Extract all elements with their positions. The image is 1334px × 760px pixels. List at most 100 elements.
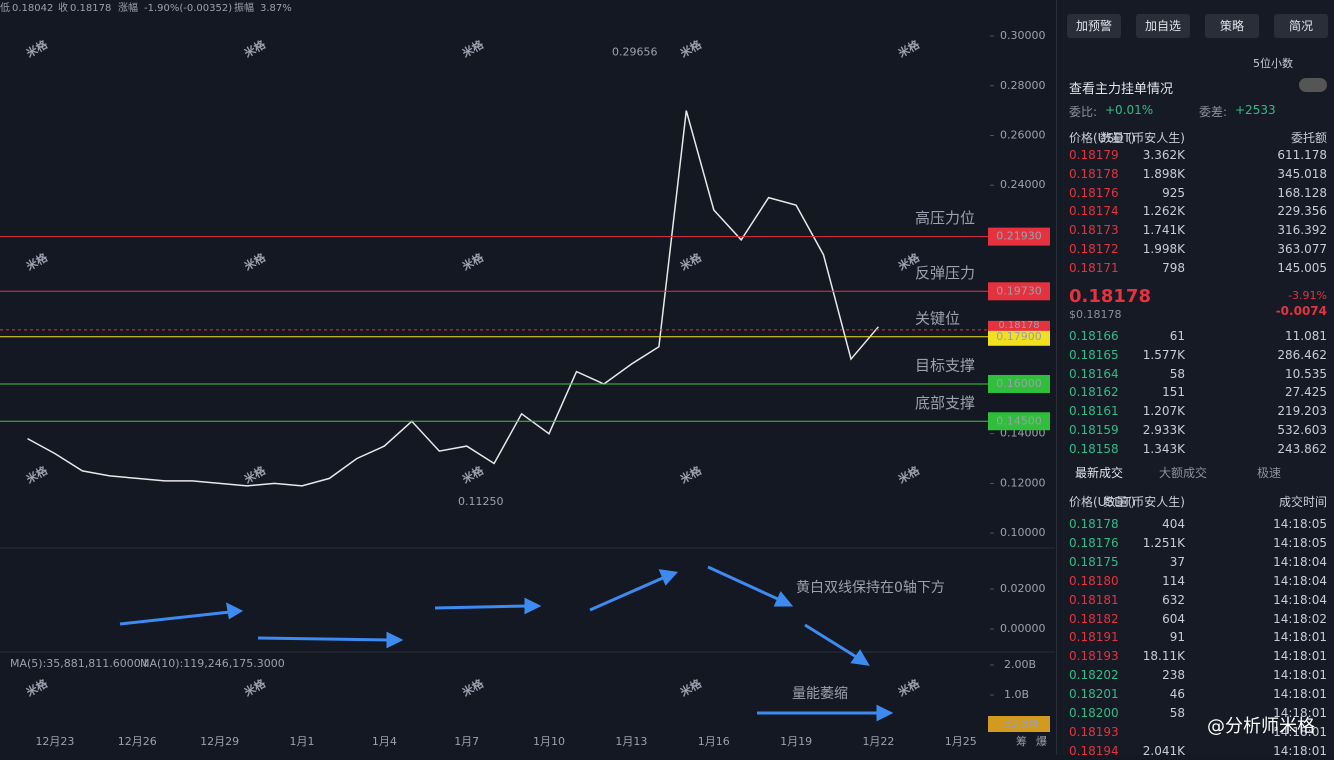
order-cell: 0.18174 bbox=[1069, 204, 1119, 219]
header-cell: 成交时间 bbox=[1278, 495, 1327, 509]
level-name: 反弹压力 bbox=[915, 264, 975, 282]
header-text: 0.18042 bbox=[12, 3, 53, 14]
order-row: 0.18176 925 168.128 bbox=[1057, 184, 1334, 202]
order-cell: 0.18179 bbox=[1069, 148, 1119, 162]
trade-cell: 0.18201 bbox=[1069, 687, 1119, 702]
level-tag bbox=[988, 227, 1050, 246]
order-cell: 0.18162 bbox=[1069, 385, 1119, 400]
order-cell: 58 bbox=[1169, 366, 1185, 381]
trade-cell: 0.18193 bbox=[1069, 724, 1119, 739]
trade-cell: 2.041K bbox=[1142, 743, 1185, 758]
diff: +2533 bbox=[1235, 103, 1276, 117]
x-tick-label: 1月19 bbox=[780, 735, 812, 748]
level-tag bbox=[988, 282, 1050, 301]
order-row: 0.18171 798 145.005 bbox=[1057, 259, 1334, 277]
mid-change: -0.0074 bbox=[1275, 304, 1327, 318]
arrows bbox=[119, 565, 894, 722]
level-value: 0.21930 bbox=[996, 230, 1042, 243]
trade-cell: 632 bbox=[1162, 592, 1185, 607]
order-cell: 316.392 bbox=[1277, 223, 1327, 238]
trade-cell: 0.18194 bbox=[1069, 743, 1119, 758]
volume-note: 量能萎缩 bbox=[792, 686, 848, 702]
trade-row: 0.18176 1.251K 14:18:05 bbox=[1057, 534, 1334, 552]
order-row: 0.18172 1.998K 363.077 bbox=[1057, 240, 1334, 258]
signature: @分析师米格 bbox=[1207, 716, 1315, 737]
order-cell: 151 bbox=[1162, 385, 1185, 400]
trade-cell: 91 bbox=[1169, 630, 1185, 645]
trade-cell: 0.18180 bbox=[1069, 573, 1119, 588]
y-tick-label: 0.26000 bbox=[1000, 128, 1046, 141]
y-tick-label: 0.12000 bbox=[1000, 476, 1046, 489]
header-text: 涨幅 bbox=[118, 1, 138, 14]
trade-cell: 604 bbox=[1162, 611, 1185, 626]
trade-row: 0.18191 91 14:18:01 bbox=[1057, 628, 1334, 646]
button[interactable]: 加预警 bbox=[1067, 14, 1121, 38]
trade-cell: 0.18200 bbox=[1069, 706, 1119, 720]
trade-row: 0.18181 632 14:18:04 bbox=[1057, 591, 1334, 609]
order-cell: 243.862 bbox=[1277, 441, 1327, 456]
order-cell: 1.741K bbox=[1142, 223, 1185, 238]
trade-cell: 14:18:01 bbox=[1273, 743, 1327, 758]
header-text: 振幅 bbox=[234, 1, 254, 14]
volume-current: 32.8M bbox=[1004, 717, 1038, 730]
level-tag bbox=[988, 327, 1050, 346]
order-cell: 3.362K bbox=[1142, 148, 1185, 162]
header-text: 低 bbox=[0, 1, 10, 14]
x-tick-label: 12月29 bbox=[200, 735, 239, 748]
order-cell: 1.898K bbox=[1142, 166, 1185, 181]
order-cell: 0.18176 bbox=[1069, 185, 1119, 200]
order-cell: 0.18173 bbox=[1069, 223, 1119, 238]
trade-cell: 14:18:01 bbox=[1273, 706, 1327, 720]
level-value: 0.14500 bbox=[996, 414, 1042, 427]
order-cell: 286.462 bbox=[1277, 347, 1327, 362]
trade-cell: 46 bbox=[1169, 687, 1185, 702]
mid-usd: $0.18178 bbox=[1069, 308, 1122, 321]
trade-row: 0.18202 238 14:18:01 bbox=[1057, 666, 1334, 684]
low-label: 0.11250 bbox=[458, 495, 504, 508]
trade-row: 0.18178 404 14:18:05 bbox=[1057, 515, 1334, 533]
x-tick-label: 12月23 bbox=[35, 735, 74, 748]
trade-cell: 14:18:04 bbox=[1273, 573, 1327, 588]
trade-cell: 0.18193 bbox=[1069, 649, 1119, 664]
x-tick-label: 12月26 bbox=[118, 735, 157, 748]
order-cell: 0.18164 bbox=[1069, 366, 1119, 381]
x-tick-label: 1月10 bbox=[533, 735, 565, 748]
order-row: 0.18158 1.343K 243.862 bbox=[1057, 440, 1334, 458]
order-cell: 0.18171 bbox=[1069, 260, 1119, 275]
volume-ma5: MA(5):35,881,811.6000↓ bbox=[10, 657, 150, 670]
button[interactable]: 简况 bbox=[1274, 14, 1328, 38]
precision: 5位小数 bbox=[1253, 57, 1293, 70]
order-cell: 61 bbox=[1169, 329, 1185, 343]
macd-tick-label: 0.00000 bbox=[1000, 622, 1046, 635]
x-tick-label: 1月4 bbox=[372, 735, 397, 748]
volume-tick-label: 2.00B bbox=[1004, 658, 1036, 671]
last-price-tag bbox=[988, 320, 1050, 331]
trade-cell: 18.11K bbox=[1142, 649, 1185, 664]
trade-row: 0.18180 114 14:18:04 bbox=[1057, 572, 1334, 590]
level-tag bbox=[988, 374, 1050, 393]
x-tick-label: 1月1 bbox=[290, 735, 315, 748]
order-row: 0.18179 3.362K 611.178 bbox=[1057, 146, 1334, 164]
order-cell: 0.18166 bbox=[1069, 329, 1119, 343]
x-tick-label: 1月13 bbox=[615, 735, 647, 748]
trade-cell: 14:18:05 bbox=[1273, 535, 1327, 550]
level-value: 0.16000 bbox=[996, 377, 1042, 390]
trade-cell: 0.18181 bbox=[1069, 592, 1119, 607]
trade-cell: 1.251K bbox=[1142, 535, 1185, 550]
trade-cell: 58 bbox=[1169, 706, 1185, 720]
trade-cell: 0.18191 bbox=[1069, 630, 1119, 645]
level-tag bbox=[988, 412, 1050, 431]
chart-bg bbox=[0, 0, 1055, 755]
trade-row: 0.18194 2.041K 14:18:01 bbox=[1057, 742, 1334, 760]
footer-liquidation: 爆 bbox=[1036, 734, 1047, 748]
order-cell: 1.998K bbox=[1142, 242, 1185, 256]
button[interactable]: 策略 bbox=[1205, 14, 1259, 38]
trade-cell: 14:18:01 bbox=[1273, 630, 1327, 645]
order-cell: 229.356 bbox=[1277, 204, 1327, 219]
trade-cell: 238 bbox=[1162, 668, 1185, 683]
order-cell: 363.077 bbox=[1277, 242, 1327, 256]
button[interactable]: 加自选 bbox=[1136, 14, 1190, 38]
order-cell: 168.128 bbox=[1277, 185, 1327, 200]
order-cell: 611.178 bbox=[1277, 148, 1327, 162]
